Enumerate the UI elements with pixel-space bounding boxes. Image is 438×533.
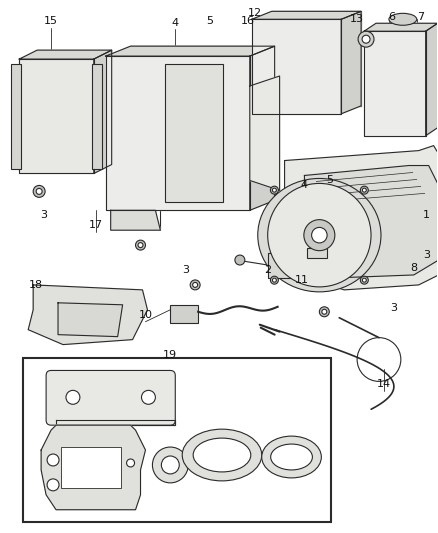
Circle shape xyxy=(362,278,366,282)
Circle shape xyxy=(362,188,366,192)
Circle shape xyxy=(305,251,319,265)
Polygon shape xyxy=(341,11,361,114)
Bar xyxy=(307,248,327,258)
Text: 1: 1 xyxy=(423,210,430,220)
Polygon shape xyxy=(252,11,361,19)
Text: 5: 5 xyxy=(207,17,214,26)
Circle shape xyxy=(360,186,368,194)
Bar xyxy=(23,358,331,522)
Text: 7: 7 xyxy=(417,12,424,22)
Polygon shape xyxy=(252,19,341,114)
Circle shape xyxy=(322,309,327,314)
Ellipse shape xyxy=(182,429,262,481)
Polygon shape xyxy=(111,211,160,230)
Polygon shape xyxy=(131,46,275,200)
Text: 19: 19 xyxy=(163,350,177,360)
Text: 13: 13 xyxy=(350,14,364,25)
Ellipse shape xyxy=(258,179,381,292)
Circle shape xyxy=(358,31,374,47)
Circle shape xyxy=(135,240,145,250)
Text: 3: 3 xyxy=(182,265,189,275)
Bar xyxy=(170,305,198,322)
Circle shape xyxy=(362,35,370,43)
Circle shape xyxy=(33,185,45,197)
Text: 17: 17 xyxy=(89,220,103,230)
Polygon shape xyxy=(41,425,145,510)
Text: 8: 8 xyxy=(410,263,417,273)
Ellipse shape xyxy=(389,13,417,25)
Polygon shape xyxy=(304,166,438,278)
Circle shape xyxy=(47,479,59,491)
Polygon shape xyxy=(28,285,148,345)
Ellipse shape xyxy=(262,436,321,478)
Polygon shape xyxy=(94,50,112,173)
Circle shape xyxy=(36,188,42,195)
Text: 3: 3 xyxy=(41,210,48,220)
Ellipse shape xyxy=(271,444,312,470)
Polygon shape xyxy=(272,11,361,106)
Text: 3: 3 xyxy=(390,303,397,313)
Polygon shape xyxy=(364,31,426,136)
Polygon shape xyxy=(250,46,275,211)
Bar xyxy=(11,64,21,168)
Text: 4: 4 xyxy=(172,18,179,28)
Circle shape xyxy=(47,454,59,466)
Circle shape xyxy=(193,282,198,287)
Polygon shape xyxy=(250,76,279,190)
Polygon shape xyxy=(56,420,175,425)
Circle shape xyxy=(270,186,279,194)
Text: 15: 15 xyxy=(44,17,58,26)
Text: 3: 3 xyxy=(423,250,430,260)
Text: 4: 4 xyxy=(301,181,308,190)
Text: 11: 11 xyxy=(294,275,308,285)
Polygon shape xyxy=(426,23,438,136)
Polygon shape xyxy=(106,56,250,211)
Bar xyxy=(165,64,223,203)
Polygon shape xyxy=(58,303,123,337)
Text: 12: 12 xyxy=(248,9,262,18)
Polygon shape xyxy=(19,59,94,173)
Circle shape xyxy=(272,278,276,282)
Circle shape xyxy=(161,456,179,474)
Text: 2: 2 xyxy=(264,265,271,275)
Text: 10: 10 xyxy=(138,310,152,320)
Polygon shape xyxy=(364,23,438,31)
Text: 16: 16 xyxy=(241,17,255,26)
Circle shape xyxy=(319,307,329,317)
Circle shape xyxy=(272,188,276,192)
Circle shape xyxy=(360,276,368,284)
Polygon shape xyxy=(106,46,275,56)
Circle shape xyxy=(190,280,200,290)
Circle shape xyxy=(66,390,80,404)
Ellipse shape xyxy=(193,438,251,472)
Circle shape xyxy=(152,447,188,483)
Bar xyxy=(92,64,102,168)
Text: 18: 18 xyxy=(29,280,43,290)
Circle shape xyxy=(141,390,155,404)
Circle shape xyxy=(304,220,335,251)
Text: 14: 14 xyxy=(377,379,391,390)
Bar xyxy=(268,253,300,278)
Polygon shape xyxy=(19,50,112,59)
Text: 5: 5 xyxy=(326,175,333,185)
Bar xyxy=(61,447,120,488)
Circle shape xyxy=(270,276,279,284)
Polygon shape xyxy=(285,146,438,290)
Circle shape xyxy=(311,228,327,243)
Text: 6: 6 xyxy=(389,12,396,22)
Circle shape xyxy=(235,255,245,265)
FancyBboxPatch shape xyxy=(46,370,175,425)
Circle shape xyxy=(138,243,143,248)
Circle shape xyxy=(127,459,134,467)
Circle shape xyxy=(268,183,371,287)
